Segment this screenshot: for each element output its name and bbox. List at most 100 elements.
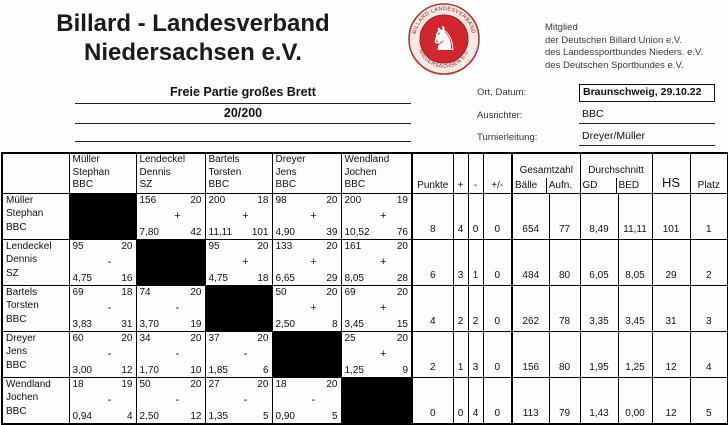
match-highrun: 10	[190, 364, 202, 376]
opponent-header-cell: Wendland Jochen BBC	[340, 152, 413, 194]
self-match-blackout-cell	[271, 330, 342, 378]
match-result-sign: -	[175, 347, 180, 360]
opponent-header-cell: Bartels Torsten BBC	[204, 152, 273, 194]
match-average-line: 4,75 16	[70, 273, 136, 284]
match-innings: 20	[326, 194, 338, 206]
org-title: Billard - Landesverband Niedersachsen e.…	[28, 9, 358, 68]
match-innings: 20	[190, 286, 202, 298]
match-cell-content: 69 20 +3,45 15	[342, 286, 412, 331]
match-average-line: 3,83 31	[70, 319, 136, 330]
match-score: 95	[208, 240, 220, 252]
match-cell: 200 18 +11,11 101	[204, 192, 273, 240]
gesamtzahl-label: Gesamtzahl	[519, 164, 573, 176]
match-cell: 200 19 +10,52 76	[340, 192, 413, 240]
match-score: 60	[72, 332, 84, 344]
match-score-line: 156 20	[137, 195, 205, 206]
match-average-line: 1,25 9	[342, 365, 412, 376]
match-average-line: 8,05 28	[342, 273, 412, 284]
player-name-line: Stephan	[6, 208, 44, 220]
stat-header-hs: HS	[651, 152, 691, 194]
match-score-line: 98 20	[273, 195, 341, 206]
stat-platz: 5	[689, 376, 728, 424]
match-score-line: 95 20	[70, 241, 136, 252]
match-cell: 25 20 +1,25 9	[340, 330, 413, 378]
match-innings: 20	[257, 240, 269, 252]
match-highrun: 18	[257, 272, 269, 284]
match-innings: 20	[326, 286, 338, 298]
match-innings: 20	[396, 332, 408, 344]
opponent-name-line: BBC	[344, 179, 366, 191]
self-match-blackout-cell	[340, 376, 413, 424]
field-row-ausrichter: Ausrichter: BBC	[477, 107, 715, 124]
match-result-sign: -	[107, 255, 112, 268]
player-name-cell: Müller Stephan BBC	[1, 192, 70, 240]
match-average: 0,90	[275, 410, 295, 422]
match-highrun: 5	[262, 410, 269, 422]
match-average: 4,75	[72, 272, 92, 284]
results-header-row: Müller Stephan BBC Lendeckel Dennis SZ Bartels…	[1, 152, 728, 194]
opponent-name-line: Bartels	[208, 154, 240, 165]
match-average: 1,70	[139, 364, 159, 376]
stat-hs: 31	[651, 284, 691, 332]
stat-plusminus: 0	[482, 238, 513, 286]
opponent-name-line: Lendeckel	[139, 154, 186, 165]
match-cell: 18 19-0,94 4	[68, 376, 137, 424]
saxon-horse-icon: ♞	[429, 20, 459, 57]
player-name-line: Dennis	[6, 254, 38, 266]
match-cell: 156 20 +7,80 42	[135, 192, 206, 240]
match-cell-content: 34 20- 1,70 10	[137, 332, 205, 377]
stat-gd: 1,95	[579, 330, 619, 378]
match-cell-content: 98 20 +4,90 39	[273, 194, 341, 239]
match-average: 2,50	[139, 410, 159, 422]
player-name-cell: Wendland Jochen BBC	[1, 376, 70, 424]
match-score: 25	[344, 332, 356, 344]
match-highrun: 5	[331, 410, 338, 422]
match-average-line: 1,85 6	[206, 365, 272, 376]
stat-punkte: 2	[411, 330, 454, 378]
match-average-line: 1,70 10	[137, 365, 205, 376]
match-average-line: 7,80 42	[137, 227, 205, 238]
field-row-ort-datum: Ort, Datum: Braunschweig, 29.10.22	[477, 84, 715, 102]
membership-block: Mitglied der Deutschen Billard Union e.V…	[545, 22, 703, 72]
stat-minus: 2	[467, 284, 484, 332]
match-average: 7,80	[139, 226, 159, 238]
match-cell-content: 161 20 +8,05 28	[342, 240, 412, 285]
match-average-line: 11,11 101	[206, 227, 272, 238]
opponent-name-line: BBC	[275, 179, 297, 191]
stat-baelle: 654	[511, 192, 550, 240]
stat-platz: 4	[689, 330, 728, 378]
match-score-line: 60 20	[70, 333, 136, 344]
match-average-line: 0,94 4	[70, 411, 136, 422]
match-average: 3,00	[72, 364, 92, 376]
match-innings: 20	[396, 286, 408, 298]
match-result-sign: +	[310, 301, 317, 314]
match-innings: 20	[396, 240, 408, 252]
stat-baelle: 484	[511, 238, 550, 286]
match-score-line: 18 20	[273, 379, 341, 390]
player-name-cell: Dreyer Jens BBC	[1, 330, 70, 378]
match-cell: 27 20- 1,35 5	[204, 376, 273, 424]
match-highrun: 31	[121, 318, 133, 330]
player-name-line: Jochen	[6, 392, 39, 404]
match-result-sign: +	[380, 347, 387, 360]
match-average: 0,94	[72, 410, 92, 422]
match-result-sign: +	[380, 255, 387, 268]
opponent-name-line: BBC	[208, 179, 230, 191]
match-average: 1,35	[208, 410, 228, 422]
match-highrun: 42	[190, 226, 202, 238]
match-average-line: 0,90 5	[273, 411, 341, 422]
match-result-sign: -	[311, 393, 316, 406]
opponent-header-cell: Dreyer Jens BBC	[271, 152, 342, 194]
stat-plusminus: 0	[482, 376, 513, 424]
stat-header-plus: +	[452, 152, 469, 194]
self-match-blackout-cell	[204, 284, 273, 332]
match-score-line: 161 20	[342, 241, 412, 252]
stat-aufn: 79	[548, 376, 581, 424]
match-average-line: 10,52 76	[342, 227, 412, 238]
match-score: 74	[139, 286, 151, 298]
stat-bed: 3,45	[617, 284, 653, 332]
match-highrun: 8	[331, 318, 338, 330]
match-highrun: 9	[402, 364, 408, 376]
match-innings: 18	[257, 194, 269, 206]
match-cell-content: 50 20 +2,50 8	[273, 286, 341, 331]
